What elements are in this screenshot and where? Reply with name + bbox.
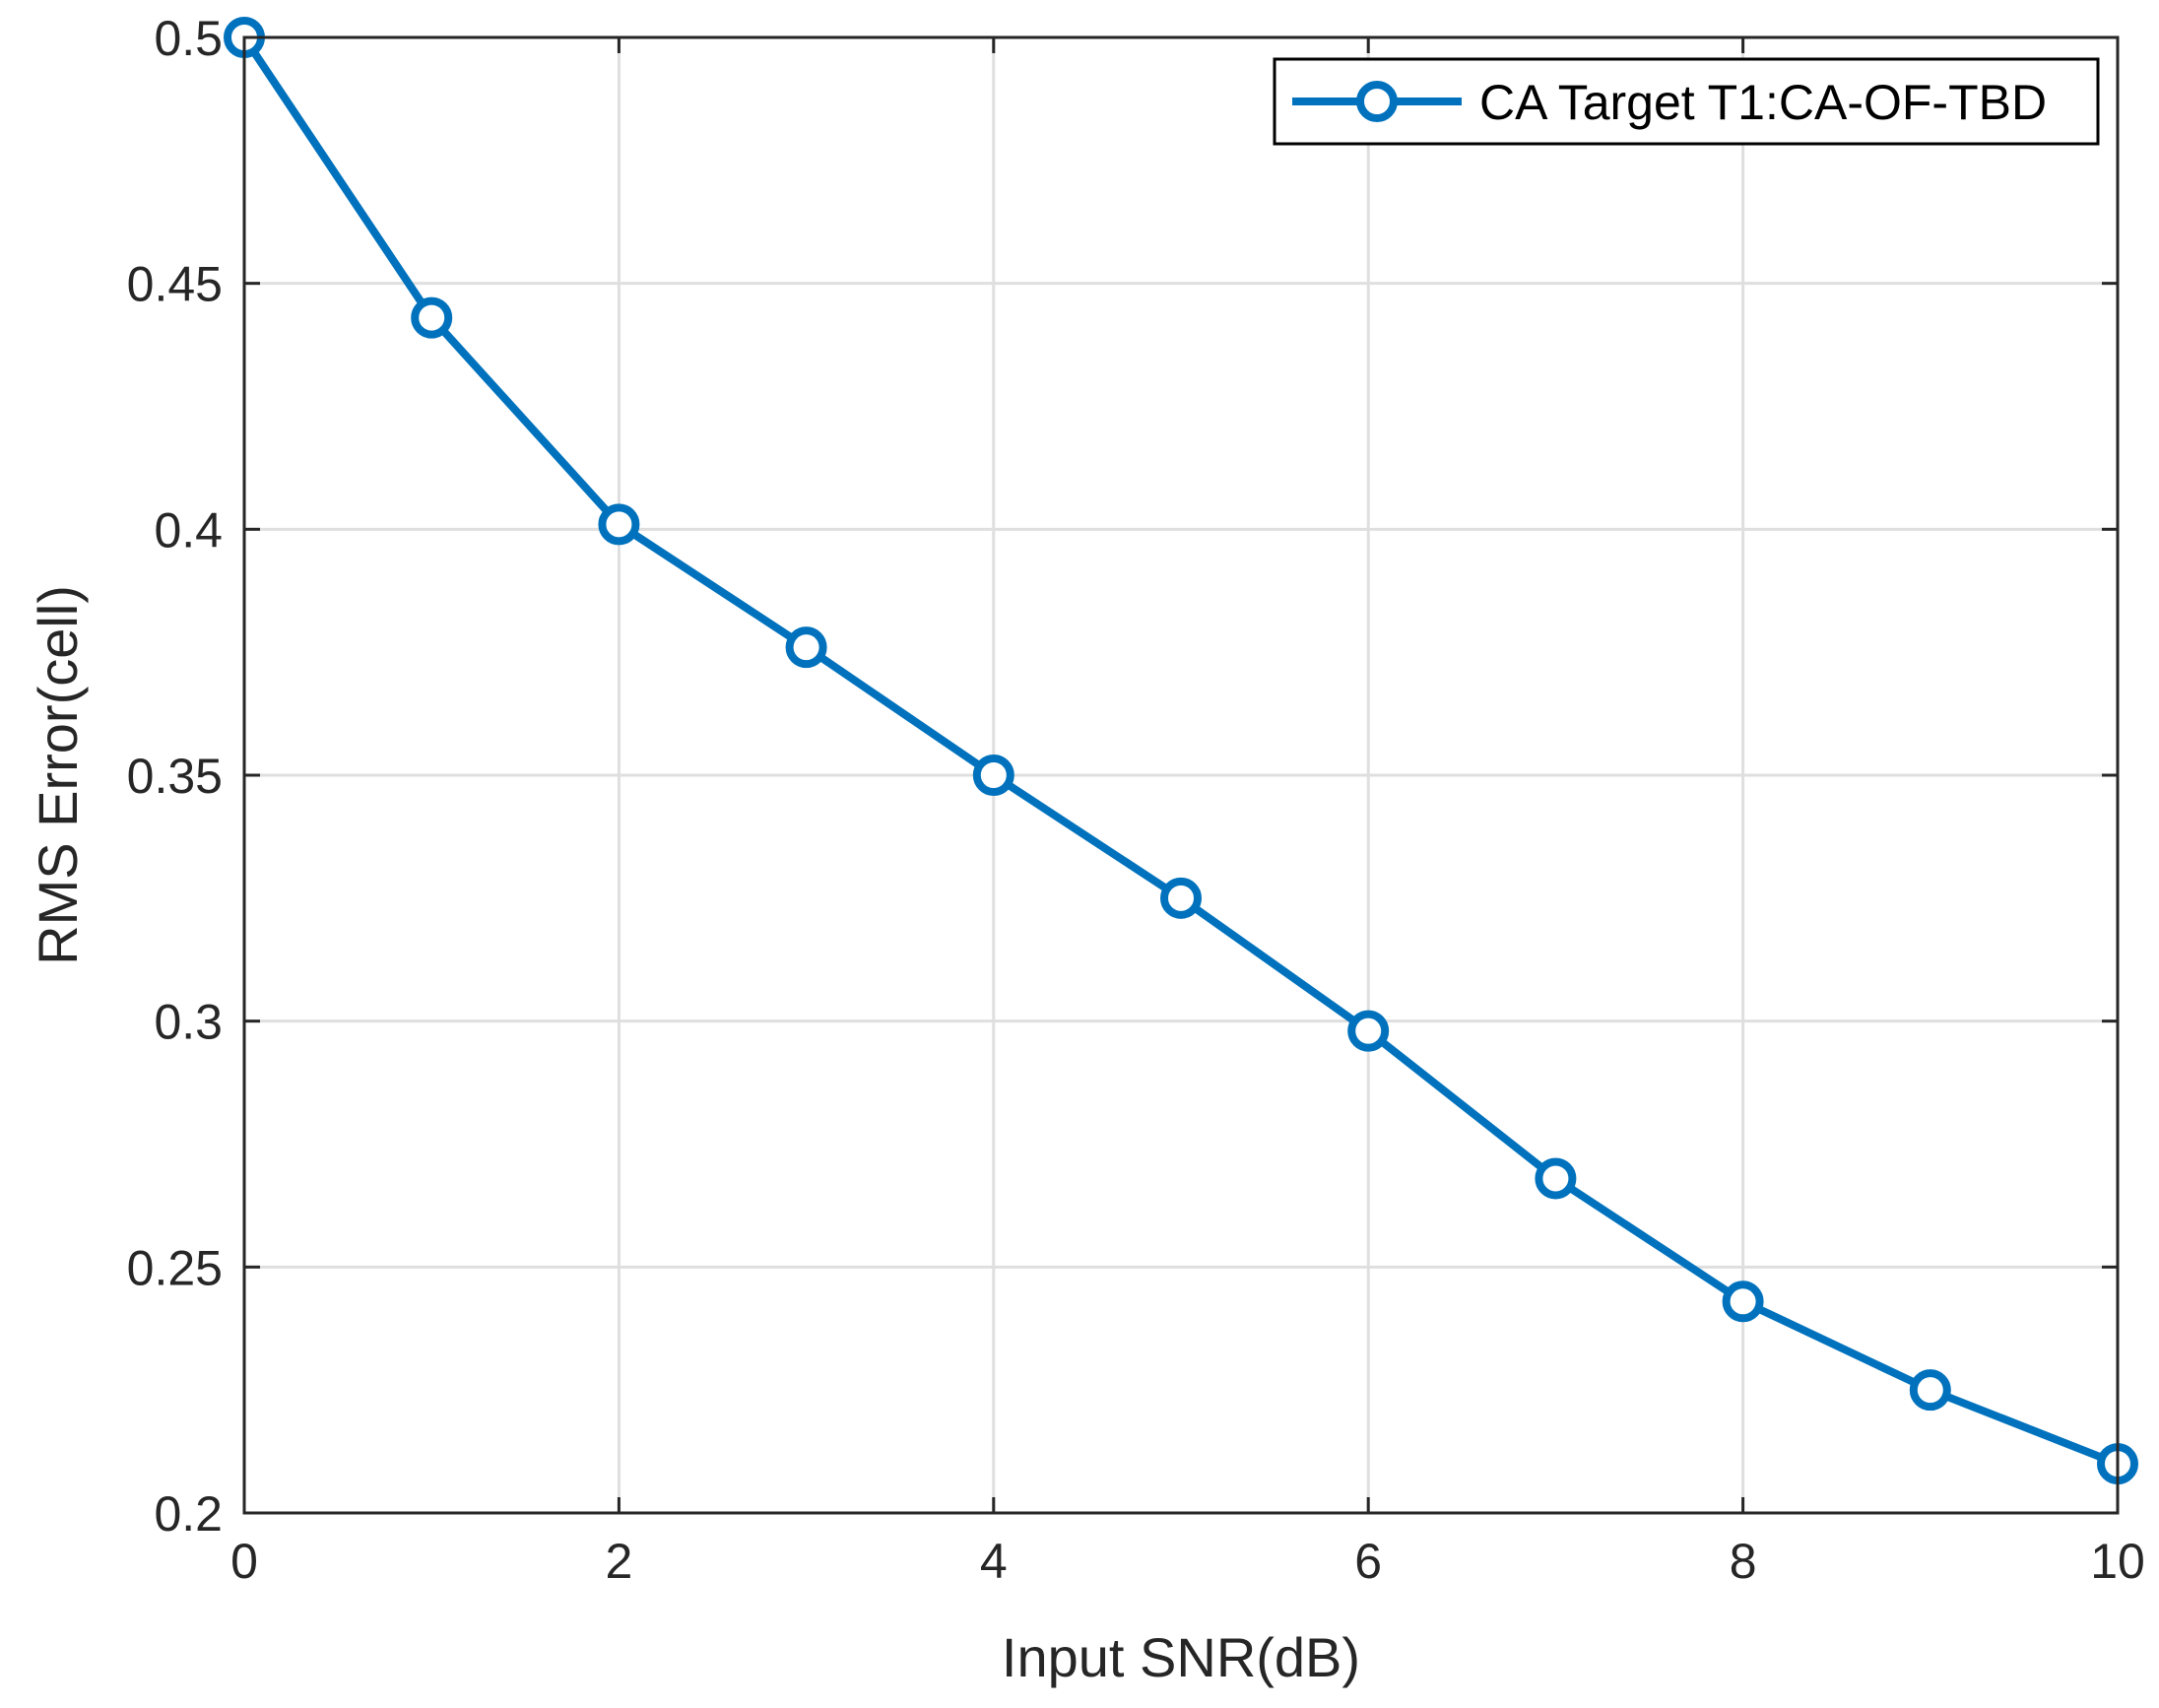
x-tick-label: 8 — [1730, 1534, 1757, 1589]
legend-entry: CA Target T1:CA-OF-TBD — [1479, 75, 2047, 130]
x-axis-label: Input SNR(dB) — [1002, 1626, 1360, 1688]
series-line — [240, 34, 2120, 1468]
grid — [242, 35, 2120, 1515]
y-tick-label: 0.35 — [127, 749, 223, 804]
data-point — [1909, 1369, 1951, 1412]
data-point — [785, 626, 827, 669]
data-point — [1347, 1010, 1390, 1052]
x-tick-label: 2 — [605, 1534, 632, 1589]
legend-marker-icon — [1356, 81, 1398, 122]
y-tick-label: 0.2 — [154, 1486, 223, 1542]
y-tick-label: 0.45 — [127, 257, 223, 312]
data-point — [1160, 877, 1202, 919]
y-tick-label: 0.3 — [154, 995, 223, 1050]
x-tick-label: 0 — [230, 1534, 258, 1589]
data-point — [1722, 1281, 1764, 1323]
data-point — [411, 296, 453, 339]
legend: CA Target T1:CA-OF-TBD — [1273, 57, 2100, 146]
x-tick-label: 6 — [1354, 1534, 1382, 1589]
data-point — [972, 755, 1014, 796]
x-tick-label: 4 — [980, 1534, 1008, 1589]
x-tick-label: 10 — [2090, 1534, 2145, 1589]
tick-labels: 0 2 4 6 8 10 0.2 0.25 0.3 0.35 0.4 0.45 0.5 — [127, 11, 2145, 1589]
data-point — [598, 503, 640, 546]
y-tick-label: 0.25 — [127, 1240, 223, 1295]
data-point — [1535, 1157, 1577, 1200]
series-layer — [224, 17, 2138, 1485]
y-tick-label: 0.4 — [154, 502, 223, 558]
y-axis-label: RMS Error(cell) — [27, 585, 89, 965]
axes — [242, 35, 2120, 1515]
y-tick-label: 0.5 — [154, 11, 223, 66]
